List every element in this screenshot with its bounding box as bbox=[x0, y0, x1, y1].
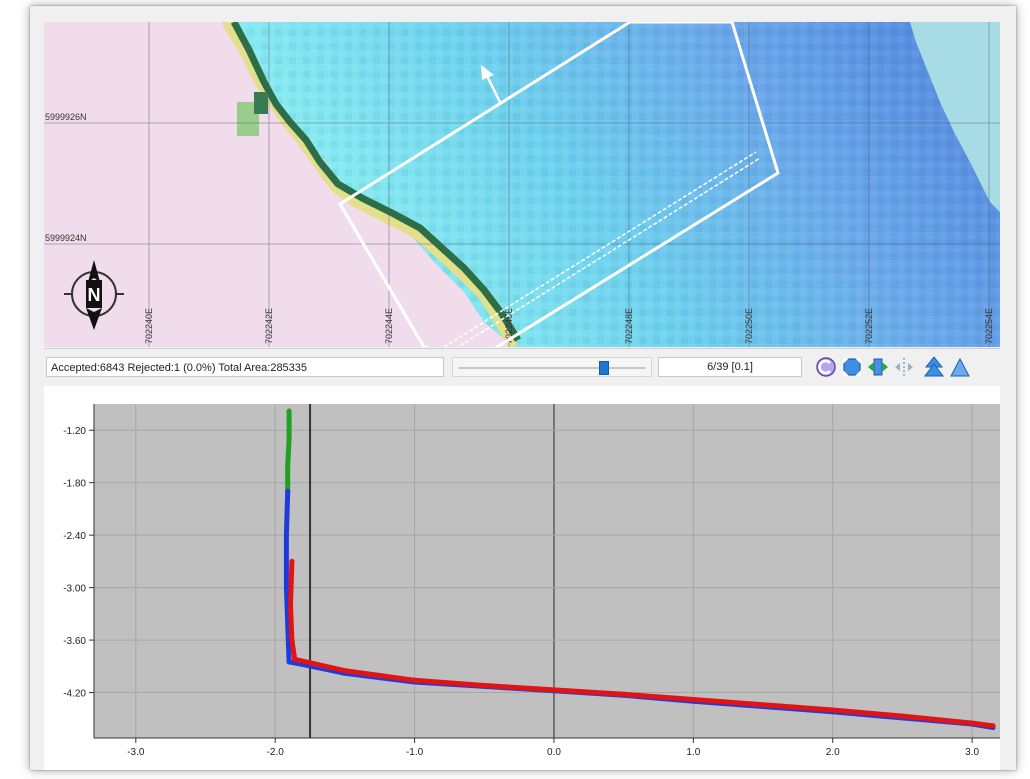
selection-box-edge bbox=[338, 203, 426, 347]
x-tick-label: -2.0 bbox=[267, 747, 285, 758]
series-point bbox=[307, 660, 313, 666]
chart-series bbox=[283, 408, 996, 731]
direction-arrow bbox=[481, 65, 503, 105]
series-point bbox=[292, 656, 298, 662]
y-tick-label: -1.80 bbox=[63, 479, 86, 490]
y-tick-label: -4.20 bbox=[63, 689, 86, 700]
series-point bbox=[990, 723, 996, 729]
series-point bbox=[285, 488, 291, 494]
series-point bbox=[285, 462, 291, 468]
map-canvas[interactable]: 5999926N 5999924N 702240E 702242E 702244… bbox=[44, 22, 1000, 347]
tree-alt-icon bbox=[950, 357, 970, 377]
resize-horizontal-icon bbox=[895, 358, 913, 376]
series-point bbox=[551, 687, 557, 693]
easting-label: 702242E bbox=[264, 308, 274, 344]
status-text: Accepted:6843 Rejected:1 (0.0%) Total Ar… bbox=[46, 357, 444, 377]
profile-index-field[interactable]: 6/39 [0.1] bbox=[658, 357, 802, 377]
y-tick-label: -1.20 bbox=[63, 426, 86, 437]
easting-label: 702254E bbox=[984, 308, 994, 344]
y-tick-label: -3.00 bbox=[63, 584, 86, 595]
fit-extent-icon bbox=[843, 358, 861, 376]
shore-patch bbox=[254, 92, 268, 114]
series-point bbox=[412, 677, 418, 683]
x-tick-label: 3.0 bbox=[965, 747, 979, 758]
pan-horizontal-icon bbox=[868, 358, 888, 376]
easting-label: 702250E bbox=[744, 308, 754, 344]
shoreline-shallow bbox=[222, 22, 518, 347]
x-tick-label: 1.0 bbox=[686, 747, 700, 758]
series-point bbox=[286, 659, 292, 665]
x-tick-label: -3.0 bbox=[127, 747, 145, 758]
series-point bbox=[969, 720, 975, 726]
series-point bbox=[690, 697, 696, 703]
toolbar: Accepted:6843 Rejected:1 (0.0%) Total Ar… bbox=[44, 348, 1000, 383]
plot-area bbox=[94, 404, 1000, 738]
easting-label: 702252E bbox=[864, 308, 874, 344]
northing-label: 5999924N bbox=[45, 233, 87, 243]
refresh-icon bbox=[816, 357, 836, 377]
northing-label: 5999926N bbox=[45, 112, 87, 122]
tree-up-button[interactable] bbox=[922, 355, 946, 379]
fit-extent-button[interactable] bbox=[840, 355, 864, 379]
series-point bbox=[288, 602, 294, 608]
easting-label: 702244E bbox=[384, 308, 394, 344]
tree-up-icon bbox=[924, 356, 944, 377]
far-region bbox=[910, 22, 1000, 212]
tree-alt-button[interactable] bbox=[948, 355, 972, 379]
swath-line[interactable] bbox=[443, 151, 757, 347]
pan-horizontal-button[interactable] bbox=[866, 355, 890, 379]
profile-chart[interactable]: -3.0 -2.0 -1.0 0.0 1.0 2.0 3.0 -1.20 -1.80 -2.40 -… bbox=[44, 386, 1000, 770]
series-line bbox=[285, 408, 292, 494]
application-window: 5999926N 5999924N 702240E 702242E 702244… bbox=[30, 6, 1016, 770]
series-point bbox=[899, 713, 905, 719]
resize-horizontal-button[interactable] bbox=[892, 355, 916, 379]
chart-axes bbox=[93, 404, 1000, 739]
map-view[interactable]: 5999926N 5999924N 702240E 702242E 702244… bbox=[44, 22, 1000, 347]
series-point bbox=[481, 683, 487, 689]
x-tick-label: -1.0 bbox=[406, 747, 424, 758]
shore-patch bbox=[237, 102, 259, 136]
water-texture bbox=[222, 22, 1000, 347]
swath-line[interactable] bbox=[450, 157, 761, 347]
series-point bbox=[621, 691, 627, 697]
y-tick-label: -3.60 bbox=[63, 636, 86, 647]
north-compass-icon: N bbox=[64, 260, 124, 330]
series-point bbox=[830, 707, 836, 713]
x-tick-label: 0.0 bbox=[547, 747, 561, 758]
series-point bbox=[342, 668, 348, 674]
map-grid bbox=[44, 22, 1000, 347]
chart-grid bbox=[89, 404, 1000, 743]
series-point bbox=[289, 637, 295, 643]
profile-view[interactable]: -3.0 -2.0 -1.0 0.0 1.0 2.0 3.0 -1.20 -1.80 -2.40 -… bbox=[44, 386, 1000, 770]
slider-thumb[interactable] bbox=[599, 361, 609, 375]
selection-box[interactable] bbox=[337, 22, 780, 347]
series-point bbox=[760, 702, 766, 708]
profile-slider[interactable] bbox=[452, 357, 652, 377]
easting-label: 702248E bbox=[624, 308, 634, 344]
series-point bbox=[286, 436, 292, 442]
refresh-button[interactable] bbox=[814, 355, 838, 379]
series-point bbox=[289, 558, 295, 564]
series-point bbox=[283, 585, 289, 591]
chart-tick-labels: -3.0 -2.0 -1.0 0.0 1.0 2.0 3.0 -1.20 -1.80 -2.40 -… bbox=[63, 426, 979, 758]
easting-label: 702240E bbox=[144, 308, 154, 344]
compass-letter: N bbox=[88, 285, 101, 305]
series-line bbox=[288, 558, 996, 729]
slider-track bbox=[459, 367, 645, 369]
x-tick-label: 2.0 bbox=[826, 747, 840, 758]
easting-label: 702246E bbox=[504, 308, 514, 344]
shoreline-edge bbox=[230, 22, 521, 342]
series-point bbox=[286, 408, 292, 414]
y-tick-label: -2.40 bbox=[63, 531, 86, 542]
series-point bbox=[283, 532, 289, 538]
